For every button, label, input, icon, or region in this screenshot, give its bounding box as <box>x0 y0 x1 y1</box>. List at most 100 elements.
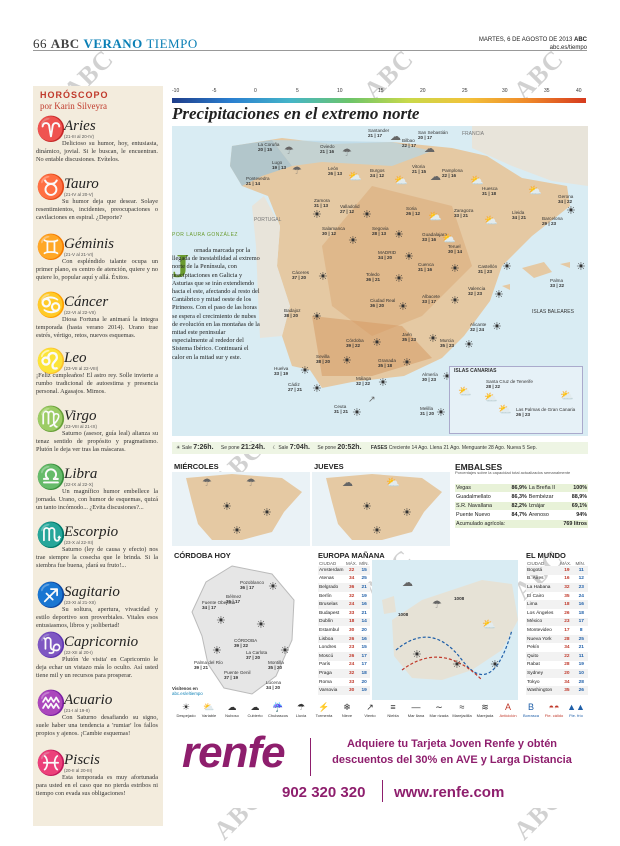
sign-dates: (23-X al 22-XI) <box>64 540 94 545</box>
sign-name: Acuario <box>64 692 113 708</box>
city-leon: León 26 | 13 <box>328 166 343 176</box>
sign-name: Libra <box>64 466 98 482</box>
wind-icon: ↗ <box>366 702 374 712</box>
site-link[interactable]: abc.es/tiempo <box>549 45 587 51</box>
sun-icon: ☀ <box>280 645 290 657</box>
legend-item: B Borrasca <box>517 702 545 718</box>
table-row: Rabat 28 19 <box>527 662 584 668</box>
table-row: Londres 23 15 <box>319 645 367 651</box>
sun-icon: ☀ <box>362 209 372 221</box>
sign-text: Un magnífico humor embellece la jornada.… <box>36 488 158 511</box>
city-cadiz: Cádiz 27 | 21 <box>288 382 303 392</box>
header-date-block: MARTES, 6 DE AGOSTO DE 2013 ABC abc.es/t… <box>479 36 587 52</box>
sun-icon: ☀ <box>181 702 191 712</box>
snow-icon: ❄ <box>343 702 351 712</box>
table-row: Lisboa 26 16 <box>318 634 370 644</box>
section-sub: TIEMPO <box>146 36 198 51</box>
sign-dates: (21-V al 21-VI) <box>64 252 94 257</box>
lead-text: ornada marcada por la llegada de inestab… <box>172 247 260 361</box>
city-valladolid: Valladolid 27 | 12 <box>340 204 360 214</box>
city-cuenca: Cuenca 31 | 16 <box>418 262 434 272</box>
partly-cloudy-icon: ⛅ <box>528 185 542 197</box>
sign-text: Esta temporada es muy afortunada para us… <box>36 774 158 797</box>
sign-name: Leo <box>64 350 87 366</box>
city-cordoba-capital: CÓRDOBA 39 | 22 <box>234 638 258 648</box>
aries-icon: ♈ <box>36 117 66 143</box>
sign-dates: (21-I al 19-II) <box>64 708 90 713</box>
sign-dates: (22-XII al 20-I) <box>64 650 93 655</box>
sun-icon: ☀ <box>464 339 474 351</box>
table-row: Bruselas 24 16 <box>318 600 370 609</box>
table-row: Guadalmellato 86,3% Bembézar 88,9% <box>455 492 588 502</box>
legend-item: ≡ Niebla <box>379 702 407 718</box>
sign-dates: (21-IV al 20-V) <box>64 192 94 197</box>
legend-item: A Anticiclón <box>494 702 522 718</box>
lead-article: ornada marcada por la llegada de inestab… <box>172 247 262 362</box>
city-fuente-obejuna: Fuente Obejuna 34 | 17 <box>202 600 235 610</box>
sun-icon: ☀ <box>312 209 322 221</box>
partly-cloudy-icon: ⛅ <box>482 619 496 631</box>
cold-front-icon: ▲▲ <box>567 702 585 712</box>
table-row: Varsovia 30 19 <box>318 686 370 695</box>
scorpio-icon: ♏ <box>36 523 66 549</box>
sun-icon: ☀ <box>452 659 462 671</box>
anticyclone-icon: A <box>504 702 511 712</box>
cancer-icon: ♋ <box>36 293 66 319</box>
table-row: Washington 35 26 <box>526 686 588 695</box>
table-row: S.R. Navallana 82,2% Iznájar 69,1% <box>455 501 588 511</box>
sun-icon: ☀ <box>222 501 232 513</box>
rain-cloud-icon: ☂ <box>202 477 212 489</box>
scale-label: 20 <box>420 88 426 94</box>
city-segovia: Segovia 28 | 13 <box>372 226 389 236</box>
legend-item: ☀ Despejado <box>172 702 200 718</box>
visitors-url[interactable]: abc.es/eltiempo <box>172 691 203 696</box>
city-lucena: Lucena 34 | 20 <box>266 680 282 690</box>
city-murcia: Murcia 35 | 23 <box>440 338 455 348</box>
sun-icon: ☀ <box>256 619 266 631</box>
city-ceuta: Ceuta 31 | 21 <box>334 404 349 414</box>
rain-cloud-icon: ☂ <box>432 599 442 611</box>
cordoba-map: Pozoblanco 36 | 17 Fuente Obejuna 34 | 17 … <box>172 560 310 700</box>
portugal-shape <box>252 196 290 338</box>
sign-text: Diosa Fortuna le animará la integra temp… <box>36 316 158 339</box>
rain-icon: ☂ <box>296 702 306 712</box>
ad-divider <box>382 780 383 802</box>
scale-label: 35 <box>544 88 550 94</box>
temperature-gradient-bar <box>172 98 586 103</box>
legend-item: ⚡ Tormenta <box>310 702 338 718</box>
hot-zone-south <box>312 316 432 376</box>
scale-label: 30 <box>502 88 508 94</box>
sun-icon: ☀ <box>342 355 352 367</box>
partly-cloudy-icon: ⛅ <box>428 211 442 223</box>
ad-phone: 902 320 320 <box>282 784 366 801</box>
sun-icon: ☀ <box>402 507 412 519</box>
city-cordoba: Córdoba 39 | 22 <box>346 338 364 348</box>
sign-dates: (23-XI al 21-XII) <box>64 600 96 605</box>
fog-icon: ≡ <box>390 702 396 712</box>
moon-phases-label: FASES <box>370 445 388 451</box>
europe-shapes <box>382 580 518 681</box>
sun-icon: ☀ <box>300 365 310 377</box>
legend-item: ≋ Marejada <box>471 702 499 718</box>
sign-dates: (21-III al 20-IV) <box>64 134 95 139</box>
legend-item: ☂ Lluvia <box>287 702 315 718</box>
sun-icon: ☀ <box>372 337 382 349</box>
sun-icon: ☀ <box>428 333 438 345</box>
city-puente-genil: Puente Genil 37 | 19 <box>224 670 251 680</box>
renfe-advertisement[interactable]: renfe Adquiere tu Tarjeta Joven Renfe y … <box>172 722 588 808</box>
city-badajoz: Badajoz 38 | 20 <box>284 308 301 318</box>
sign-text: Saturno (asesor, guía leal) alianza su t… <box>36 430 158 453</box>
sagittarius-icon: ♐ <box>36 583 66 609</box>
city-alicante: Alicante 32 | 24 <box>470 322 487 332</box>
ad-url-link[interactable]: www.renfe.com <box>394 784 505 801</box>
rain-cloud-icon: ☂ <box>342 147 352 159</box>
sun-icon: ☀ <box>402 357 412 369</box>
portugal-label: PORTUGAL <box>254 217 282 223</box>
page-number: 66 <box>33 36 47 51</box>
table-row: Vegas 86,9% La Breña II 100% <box>455 484 588 493</box>
sun-icon: ☀ <box>450 263 460 275</box>
sign-name: Capricornio <box>64 634 139 650</box>
sun-icon: ☀ <box>216 615 226 627</box>
showers-icon: ☔ <box>272 702 284 712</box>
cordoba-province-shape <box>191 565 295 695</box>
